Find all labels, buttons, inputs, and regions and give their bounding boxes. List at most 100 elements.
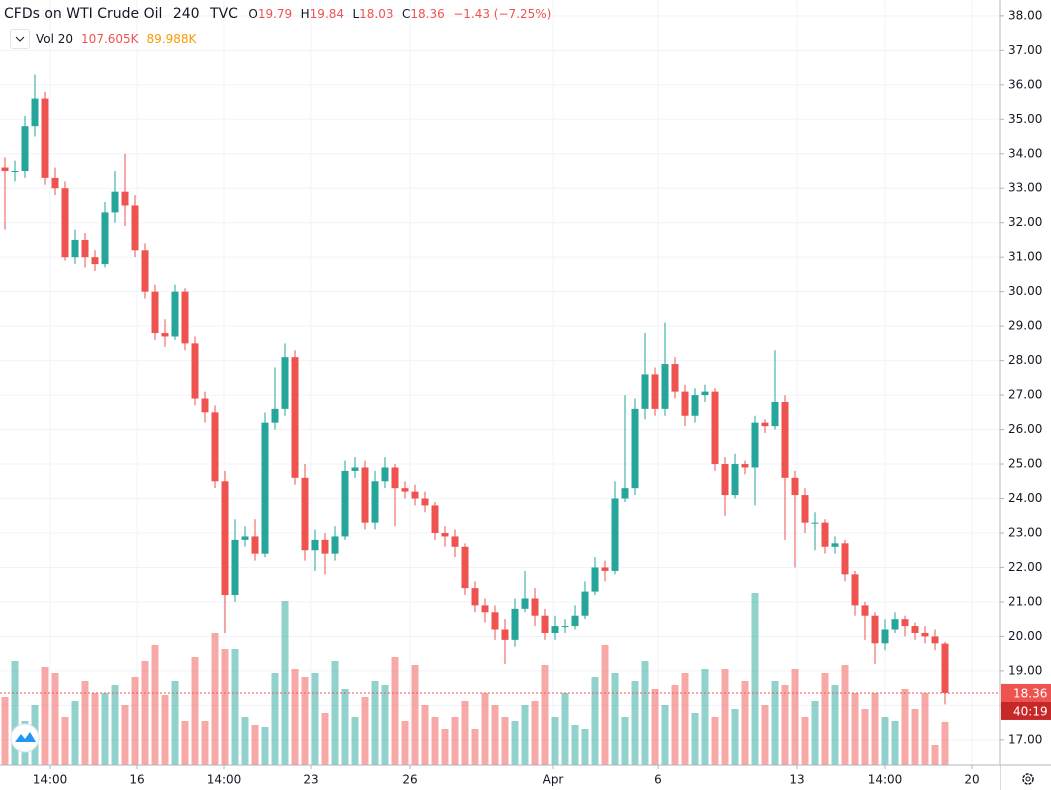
candle-body bbox=[681, 391, 689, 416]
candle-body bbox=[881, 629, 889, 644]
volume-bar bbox=[101, 693, 109, 765]
volume-bar bbox=[781, 685, 789, 765]
candle-body bbox=[781, 401, 789, 478]
volume-bar bbox=[421, 705, 429, 765]
volume-bar bbox=[191, 657, 199, 765]
volume-bar bbox=[361, 697, 369, 765]
volume-bar bbox=[41, 667, 49, 765]
volume-bar bbox=[681, 673, 689, 765]
y-tick-label: 27.00 bbox=[1008, 388, 1042, 402]
ohlc-label: H bbox=[300, 7, 310, 21]
volume-bar bbox=[901, 689, 909, 765]
candle-body bbox=[111, 191, 119, 213]
volume-bar bbox=[891, 721, 899, 765]
last-price-box bbox=[1001, 683, 1051, 702]
ohlc-label: C bbox=[401, 7, 411, 21]
y-tick-label: 17.00 bbox=[1008, 732, 1042, 746]
ohlc-label: L bbox=[352, 7, 360, 21]
volume-bar bbox=[211, 633, 219, 765]
volume-bar bbox=[131, 677, 139, 765]
candle-body bbox=[351, 467, 359, 471]
volume-bar bbox=[201, 721, 209, 765]
y-tick-label: 20.00 bbox=[1008, 629, 1042, 643]
volume-bar bbox=[61, 717, 69, 765]
collapse-button[interactable] bbox=[10, 29, 30, 49]
volume-bar bbox=[241, 717, 249, 765]
volume-bar bbox=[941, 721, 949, 765]
volume-bar bbox=[221, 649, 229, 765]
volume-bar bbox=[691, 713, 699, 765]
volume-bar bbox=[561, 693, 569, 765]
candle-body bbox=[251, 536, 259, 554]
source: TVC bbox=[210, 6, 238, 22]
volume-bar bbox=[381, 685, 389, 765]
candle-body bbox=[801, 495, 809, 523]
y-tick-label: 28.00 bbox=[1008, 353, 1042, 367]
candle-body bbox=[611, 498, 619, 571]
candle-body bbox=[831, 543, 839, 547]
x-tick-label: Apr bbox=[543, 773, 564, 787]
candle-body bbox=[651, 374, 659, 409]
candle-body bbox=[241, 536, 249, 540]
candle-body bbox=[391, 467, 399, 489]
candle-body bbox=[721, 464, 729, 496]
candle-body bbox=[751, 422, 759, 468]
settings-button[interactable] bbox=[1022, 773, 1034, 785]
volume-bar bbox=[321, 713, 329, 765]
candle-body bbox=[131, 205, 139, 251]
candle-body bbox=[341, 470, 349, 537]
legend-header: CFDs on WTI Crude Oil 240 TVC O19.79 H19… bbox=[4, 6, 555, 22]
candle-body bbox=[531, 598, 539, 616]
candle-body bbox=[91, 257, 99, 265]
volume-bar bbox=[461, 701, 469, 765]
y-tick-label: 21.00 bbox=[1008, 594, 1042, 608]
y-tick-label: 31.00 bbox=[1008, 250, 1042, 264]
volume-bar bbox=[571, 725, 579, 765]
volume-bar bbox=[791, 669, 799, 765]
candle-body bbox=[601, 567, 609, 571]
candle-body bbox=[581, 591, 589, 616]
candle-body bbox=[321, 539, 329, 554]
candle-body bbox=[421, 498, 429, 506]
countdown-box bbox=[1001, 701, 1051, 720]
volume-bar bbox=[391, 657, 399, 765]
candle-body bbox=[641, 374, 649, 409]
x-tick-label: 16 bbox=[129, 773, 144, 787]
volume-bar bbox=[921, 693, 929, 765]
y-tick-label: 30.00 bbox=[1008, 284, 1042, 298]
volume-bar bbox=[251, 725, 259, 765]
ohlc-label: O bbox=[248, 7, 258, 21]
y-tick-label: 35.00 bbox=[1008, 112, 1042, 126]
candle-body bbox=[701, 391, 709, 396]
candle-body bbox=[291, 357, 299, 478]
x-tick-label: 14:00 bbox=[207, 773, 242, 787]
x-tick-label: 20 bbox=[964, 773, 979, 787]
volume-bar bbox=[341, 689, 349, 765]
candle-body bbox=[571, 615, 579, 627]
candle-body bbox=[891, 619, 899, 630]
volume-bar bbox=[601, 645, 609, 765]
ohlc-value: 18.36 bbox=[410, 7, 445, 21]
candle-body bbox=[471, 588, 479, 606]
volume-bar bbox=[111, 685, 119, 765]
candle-body bbox=[331, 536, 339, 554]
volume-bar bbox=[471, 729, 479, 765]
candle-body bbox=[21, 126, 29, 171]
volume-bar bbox=[841, 665, 849, 765]
volume-bar bbox=[331, 661, 339, 765]
volume-value: 107.605K bbox=[81, 32, 139, 46]
volume-bar bbox=[231, 649, 239, 765]
y-tick-label: 24.00 bbox=[1008, 491, 1042, 505]
y-tick-label: 22.00 bbox=[1008, 560, 1042, 574]
y-tick-label: 37.00 bbox=[1008, 43, 1042, 57]
volume-ma: 89.988K bbox=[146, 32, 197, 46]
volume-bar bbox=[441, 729, 449, 765]
volume-bar bbox=[591, 677, 599, 765]
candle-body bbox=[121, 191, 129, 206]
candle-body bbox=[931, 636, 939, 644]
volume-bar bbox=[711, 717, 719, 765]
candle-body bbox=[731, 464, 739, 496]
candle-body bbox=[491, 612, 499, 630]
